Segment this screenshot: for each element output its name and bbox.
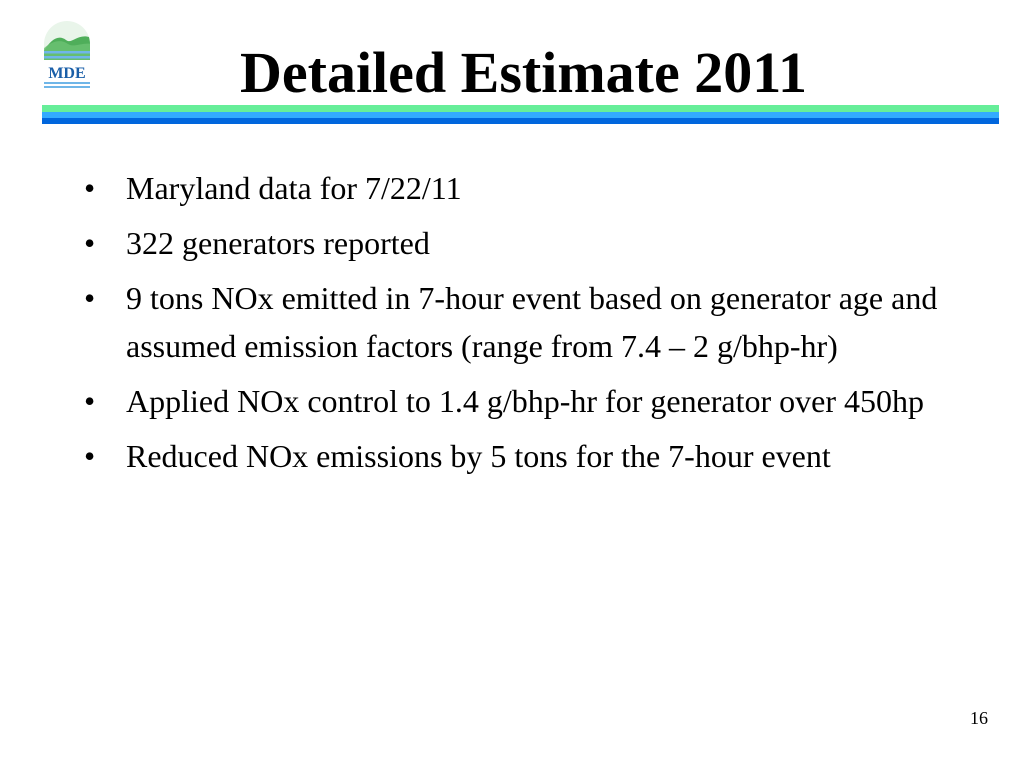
- mde-logo: MDE: [40, 20, 94, 92]
- divider-light-blue-stripe: [42, 112, 999, 118]
- bullet-icon: •: [84, 280, 96, 316]
- bullet-text: 9 tons NOx emitted in 7-hour event based…: [126, 280, 938, 364]
- bullet-text: Maryland data for 7/22/11: [126, 170, 462, 206]
- logo-text: MDE: [48, 65, 85, 82]
- bullet-text: Reduced NOx emissions by 5 tons for the …: [126, 438, 831, 474]
- bullet-item: • Applied NOx control to 1.4 g/bhp-hr for…: [84, 377, 964, 425]
- bullet-icon: •: [84, 438, 96, 474]
- bullet-text: Applied NOx control to 1.4 g/bhp-hr for …: [126, 383, 925, 419]
- bullet-item: • 9 tons NOx emitted in 7-hour event base…: [84, 274, 964, 370]
- bullet-item: • Maryland data for 7/22/11: [84, 164, 964, 212]
- bullet-icon: •: [84, 225, 96, 261]
- divider-green-stripe: [42, 105, 999, 112]
- page-number: 16: [970, 708, 988, 728]
- slide-title: Detailed Estimate 2011: [240, 40, 808, 105]
- divider-dark-blue-stripe: [42, 118, 999, 124]
- bullet-icon: •: [84, 170, 96, 206]
- title-divider: [42, 105, 999, 124]
- bullet-item: • 322 generators reported: [84, 219, 964, 267]
- bullet-list: • Maryland data for 7/22/11 • 322 generato…: [84, 164, 964, 487]
- bullet-item: • Reduced NOx emissions by 5 tons for the…: [84, 432, 964, 480]
- bullet-text: 322 generators reported: [126, 225, 430, 261]
- bullet-icon: •: [84, 383, 96, 419]
